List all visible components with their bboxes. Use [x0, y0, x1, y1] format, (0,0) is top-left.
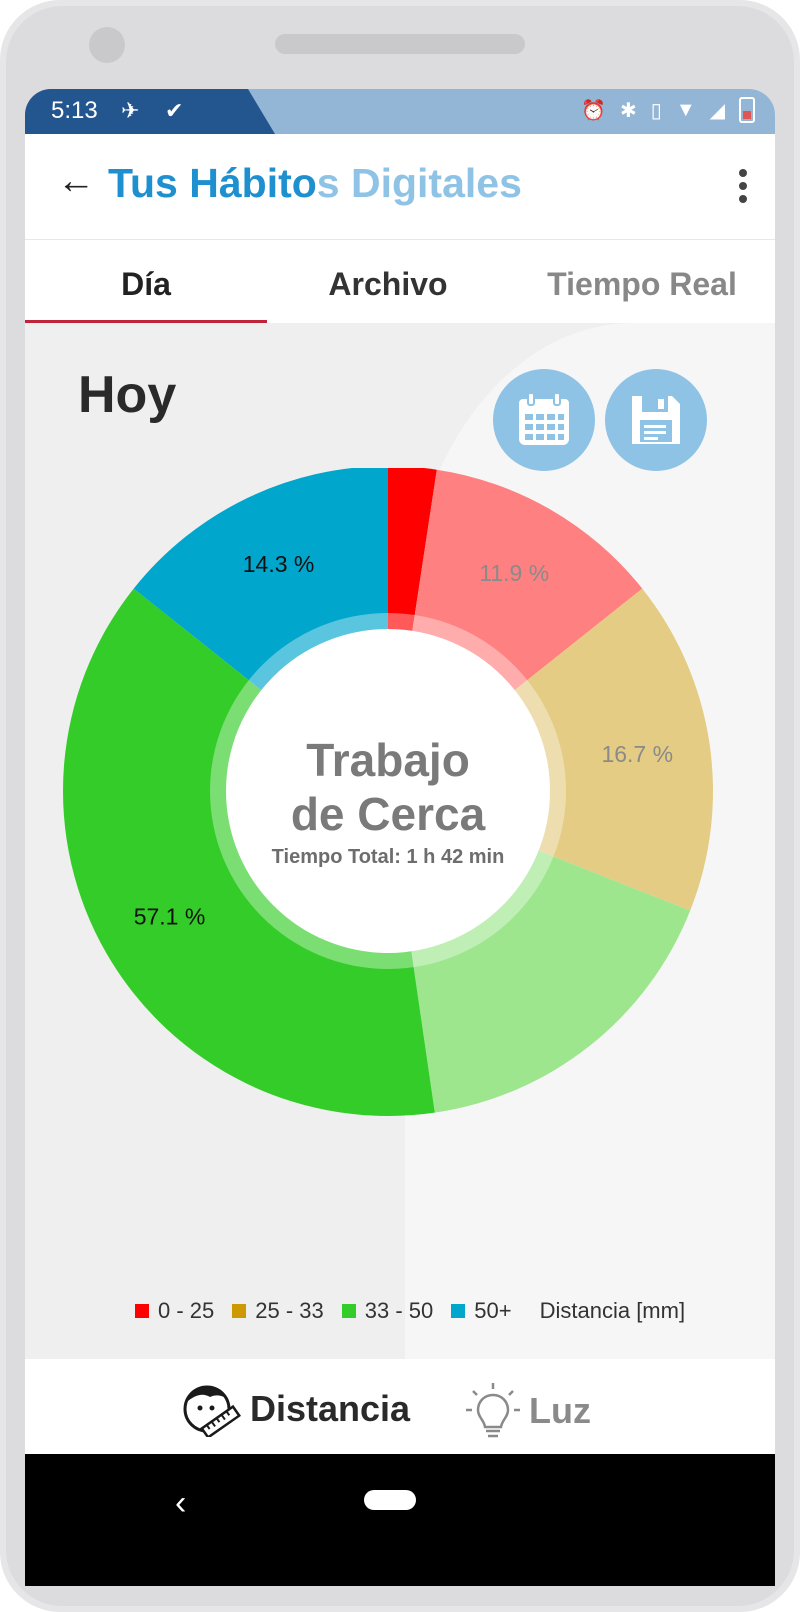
legend-swatch [135, 1304, 149, 1318]
status-bar-highlight [25, 89, 275, 134]
chart-center-title-line2: de Cerca [290, 788, 486, 840]
system-back-icon[interactable]: ‹ [175, 1484, 187, 1522]
legend-item-25-33: 25 - 33 [232, 1298, 324, 1324]
donut-chart: 11.9 % 16.7 % 57.1 % 14.3 % [62, 466, 713, 1116]
legend-item-33-50: 33 - 50 [341, 1298, 434, 1324]
app-title-fade: s Digitales [316, 160, 522, 206]
download-check-icon: ✔ [165, 98, 184, 123]
battery-icon [739, 97, 755, 123]
system-home-button[interactable] [364, 1490, 416, 1510]
tab-archivo[interactable]: Archivo [328, 266, 448, 302]
legend-swatch [341, 1304, 356, 1318]
chart-legend: 0 - 25 25 - 33 33 - 50 50+ Distancia [mm… [135, 1298, 685, 1324]
legend-label: 25 - 33 [255, 1298, 324, 1323]
slice-data-label-1: 11.9 % [479, 560, 549, 586]
legend-swatch [451, 1304, 466, 1318]
bottom-navigation: Distancia Luz [25, 1359, 775, 1454]
more-options-icon[interactable] [739, 169, 747, 208]
nav-light-label: Luz [529, 1390, 591, 1431]
calendar-button[interactable] [493, 369, 595, 471]
wifi-icon: ▼ [675, 98, 696, 121]
legend-label: 0 - 25 [158, 1298, 215, 1323]
legend-label: 33 - 50 [364, 1298, 434, 1323]
app-title: Tus Hábitos Digitales [108, 160, 522, 207]
screen: 5:13 ✈ ✔ ⏰ ✱ ▯ ▼ ◢ ← Tus Hábitos Digital… [25, 89, 775, 1586]
chart-center-title-line1: Trabajo [306, 734, 470, 786]
face-ruler-icon [183, 1385, 241, 1437]
legend-unit-label: Distancia [mm] [539, 1298, 686, 1323]
status-icons: ⏰ ✱ ▯ ▼ ◢ [581, 97, 755, 123]
earpiece-speaker [275, 34, 525, 54]
status-time: 5:13 [51, 97, 98, 124]
vibrate-icon: ▯ [650, 99, 662, 122]
nav-distance-label: Distancia [250, 1388, 411, 1429]
tab-dia[interactable]: Día [25, 240, 267, 324]
slice-data-label-5: 14.3 % [243, 551, 315, 577]
tab-tiempo-real[interactable]: Tiempo Real [547, 266, 737, 302]
floppy-disk-icon [632, 396, 680, 444]
legend-swatch [232, 1304, 247, 1318]
app-title-main: Tus Hábito [108, 160, 317, 206]
page-heading: Hoy [78, 366, 177, 424]
app-bar: ← Tus Hábitos Digitales [25, 134, 775, 239]
legend-item-0-25: 0 - 25 [135, 1298, 214, 1324]
back-arrow-icon[interactable]: ← [57, 160, 95, 202]
signal-icon: ◢ [709, 99, 725, 122]
front-camera [89, 27, 125, 63]
chart-container: 11.9 % 16.7 % 57.1 % 14.3 % Trabajo de Cerc… [25, 466, 775, 1138]
slice-data-label-4: 57.1 % [134, 904, 206, 930]
main-content: Hoy [25, 323, 775, 1363]
donut-hole [226, 629, 550, 953]
chart-center-subtitle: Tiempo Total: 1 h 42 min [271, 846, 505, 868]
slice-data-label-2: 16.7 % [601, 741, 673, 767]
alarm-icon: ⏰ [581, 99, 607, 122]
calendar-icon [519, 392, 569, 445]
system-navigation-bar: ‹ [25, 1454, 775, 1586]
status-bar: 5:13 ✈ ✔ ⏰ ✱ ▯ ▼ ◢ [25, 89, 775, 134]
airplane-icon: ✈ [121, 98, 140, 123]
pie-slice-2 [388, 588, 713, 911]
nav-light[interactable]: Luz [465, 1381, 591, 1441]
lightbulb-icon [466, 1383, 520, 1438]
legend-label: 50+ [474, 1298, 512, 1323]
bluetooth-icon: ✱ [620, 99, 637, 122]
nav-distance[interactable]: Distancia [180, 1381, 410, 1437]
legend-item-50-plus: 50+ [451, 1298, 512, 1324]
save-button[interactable] [605, 369, 707, 471]
chart-center-title: Trabajo de Cerca [228, 733, 548, 841]
tab-bar: Día Archivo Tiempo Real [25, 239, 775, 324]
